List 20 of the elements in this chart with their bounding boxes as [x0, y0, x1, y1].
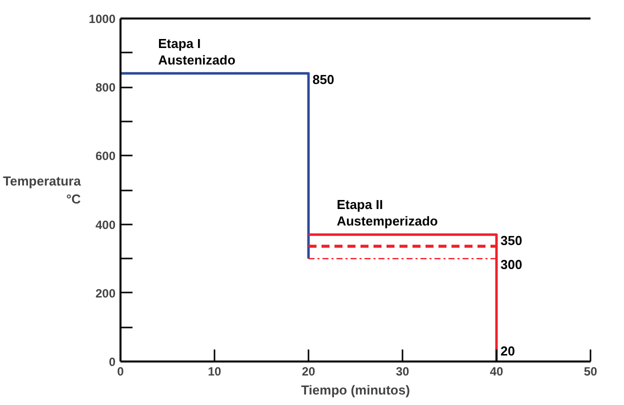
x-tick-label: 10 — [208, 364, 222, 378]
y-tick-label: 200 — [95, 286, 116, 300]
annotation: Etapa I Austenizado — [158, 36, 236, 68]
x-tick-label: 0 — [117, 364, 124, 378]
x-axis-title: Tiempo (minutos) — [301, 382, 410, 398]
x-tick-label: 50 — [584, 364, 598, 378]
annotation: 20 — [500, 344, 515, 358]
x-tick-label: 30 — [396, 364, 410, 378]
y-tick-label: 1000 — [88, 12, 116, 26]
annotation: 350 — [500, 233, 522, 248]
y-tick-label: 600 — [95, 149, 116, 164]
y-tick-label: 0 — [108, 355, 116, 369]
annotation: 300 — [500, 257, 522, 272]
annotation: Etapa II Austemperizado — [336, 197, 438, 229]
x-tick-label: 40 — [490, 364, 504, 378]
y-tick-label: 800 — [95, 80, 116, 95]
y-tick-label: 400 — [95, 218, 116, 232]
y-axis-title: Temperatura °C — [3, 174, 82, 206]
x-tick-label: 20 — [302, 364, 316, 378]
annotation: 850 — [312, 72, 334, 87]
